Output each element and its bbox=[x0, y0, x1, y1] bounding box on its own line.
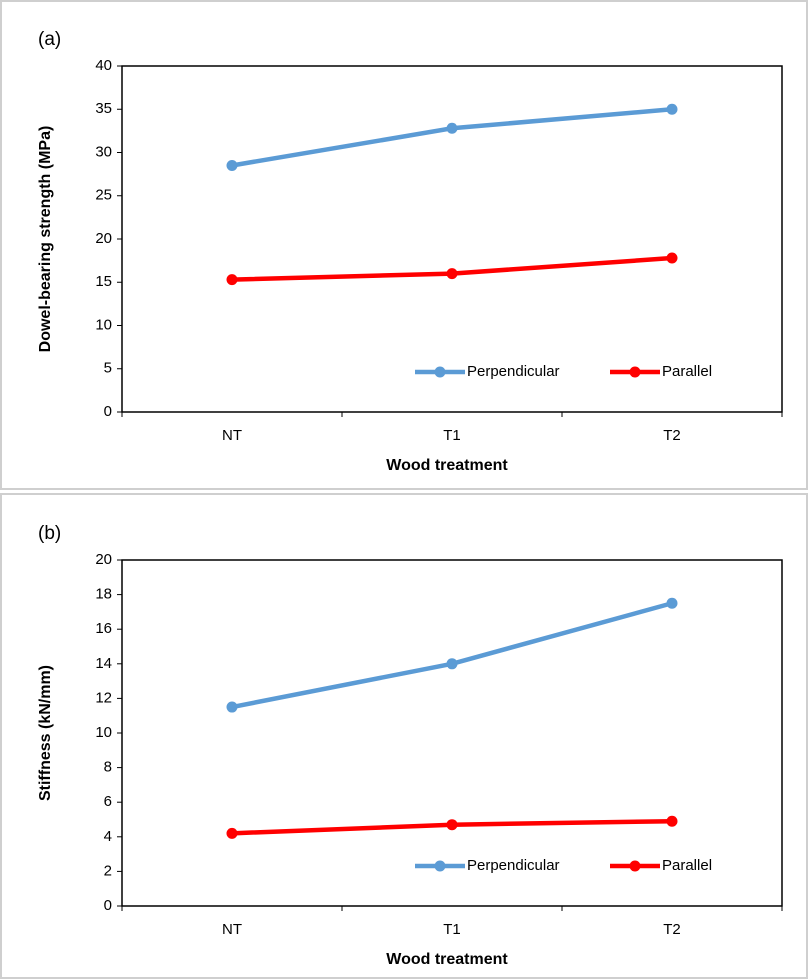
y-tick-label: 20 bbox=[95, 551, 112, 568]
y-tick-label: 12 bbox=[95, 689, 112, 706]
plot-area bbox=[121, 65, 783, 413]
point bbox=[666, 103, 678, 115]
point bbox=[226, 159, 238, 171]
y-axis-title: Stiffness (kN/mm) bbox=[37, 665, 54, 801]
x-axis-title: Wood treatment bbox=[386, 457, 508, 474]
legend-marker bbox=[434, 366, 446, 378]
legend-label: Perpendicular bbox=[467, 363, 560, 380]
point bbox=[666, 252, 678, 264]
y-tick-label: 4 bbox=[104, 828, 112, 845]
legend-marker bbox=[629, 860, 641, 872]
point bbox=[226, 827, 238, 839]
y-tick-label: 25 bbox=[95, 187, 112, 204]
y-tick-label: 10 bbox=[95, 316, 112, 333]
legend-label: Perpendicular bbox=[467, 857, 560, 874]
point bbox=[446, 268, 458, 280]
point bbox=[666, 815, 678, 827]
x-tick-label: T1 bbox=[443, 427, 461, 444]
panel-frame bbox=[0, 493, 808, 979]
y-tick-label: 16 bbox=[95, 620, 112, 637]
y-tick-label: 0 bbox=[104, 897, 112, 914]
y-tick-label: 2 bbox=[104, 862, 112, 879]
y-tick-label: 8 bbox=[104, 759, 112, 776]
y-tick-label: 18 bbox=[95, 586, 112, 603]
point bbox=[226, 274, 238, 286]
y-tick-label: 0 bbox=[104, 403, 112, 420]
x-tick-label: T1 bbox=[443, 921, 461, 938]
y-axis-title: Dowel-bearing strength (MPa) bbox=[37, 126, 54, 353]
x-tick-label: T2 bbox=[663, 921, 681, 938]
y-tick-label: 6 bbox=[104, 793, 112, 810]
point bbox=[226, 701, 238, 713]
series-line bbox=[231, 107, 673, 168]
legend-label: Parallel bbox=[662, 857, 712, 874]
x-axis-title: Wood treatment bbox=[386, 951, 508, 968]
y-tick-label: 10 bbox=[95, 724, 112, 741]
point bbox=[446, 819, 458, 831]
panel-frame bbox=[0, 0, 808, 490]
y-tick-label: 40 bbox=[95, 57, 112, 74]
panel-label: (a) bbox=[38, 29, 61, 50]
legend-label: Parallel bbox=[662, 363, 712, 380]
legend-marker bbox=[434, 860, 446, 872]
legend-marker bbox=[629, 366, 641, 378]
y-tick-label: 5 bbox=[104, 360, 112, 377]
plot-area bbox=[121, 559, 783, 907]
x-tick-label: NT bbox=[222, 921, 242, 938]
y-tick-label: 35 bbox=[95, 100, 112, 117]
y-tick-label: 15 bbox=[95, 273, 112, 290]
x-tick-label: NT bbox=[222, 427, 242, 444]
y-tick-label: 20 bbox=[95, 230, 112, 247]
point bbox=[446, 658, 458, 670]
point bbox=[446, 122, 458, 134]
x-tick-label: T2 bbox=[663, 427, 681, 444]
y-tick-label: 30 bbox=[95, 143, 112, 160]
panel-label: (b) bbox=[38, 523, 61, 544]
point bbox=[666, 597, 678, 609]
series-line bbox=[231, 601, 673, 710]
y-tick-label: 14 bbox=[95, 655, 112, 672]
